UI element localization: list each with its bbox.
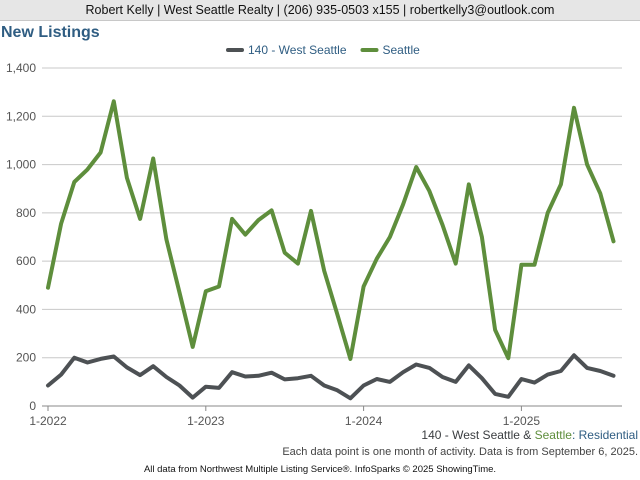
x-tick-label: 1-2022 (29, 414, 67, 428)
chart-title: New Listings (1, 24, 100, 41)
data-note: Each data point is one month of activity… (282, 446, 638, 458)
series-caption: 140 - West Seattle & Seattle: Residentia… (421, 428, 638, 442)
agent-info-bar: Robert Kelly | West Seattle Realty | (20… (0, 0, 640, 21)
y-tick-label: 1,200 (6, 109, 36, 123)
legend-label-2: Seattle (383, 43, 421, 57)
caption-property-type: : Residential (571, 428, 638, 442)
y-tick-label: 600 (16, 254, 36, 268)
series-line-2 (46, 99, 616, 361)
y-tick-label: 1,000 (6, 158, 36, 172)
x-tick-label: 1-2024 (345, 414, 383, 428)
legend-label-1: 140 - West Seattle (248, 43, 347, 57)
agent-info-text: Robert Kelly | West Seattle Realty | (20… (85, 3, 555, 17)
y-tick-label: 0 (29, 399, 36, 413)
caption-amp: & (519, 428, 535, 442)
x-tick-label: 1-2023 (187, 414, 225, 428)
x-tick-label: 1-2025 (503, 414, 541, 428)
caption-series-1: 140 - West Seattle (421, 428, 520, 442)
series-line-1 (46, 353, 616, 401)
data-credit: All data from Northwest Multiple Listing… (143, 464, 497, 475)
y-tick-label: 1,400 (6, 61, 36, 75)
y-tick-label: 400 (16, 302, 36, 316)
caption-series-2: Seattle (534, 428, 572, 442)
y-tick-label: 200 (16, 351, 36, 365)
y-tick-label: 800 (16, 206, 36, 220)
